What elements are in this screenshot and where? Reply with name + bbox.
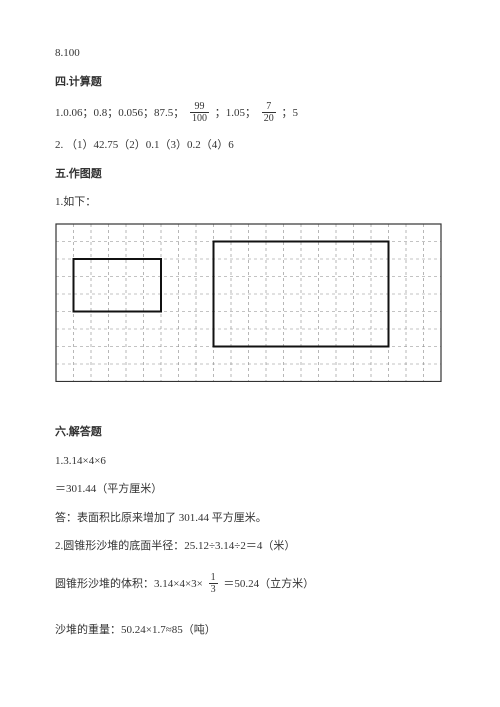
s4-line2: 2. （1）42.75（2）0.1（3）0.2（4）6 [55, 137, 450, 154]
s4-line1-a: 1.0.06；0.8；0.056；87.5； [55, 107, 184, 119]
top-number: 8.100 [55, 45, 450, 62]
frac-num: 1 [209, 572, 218, 584]
spacer [55, 608, 450, 622]
frac-den: 100 [190, 113, 209, 124]
frac-den: 3 [209, 584, 218, 595]
fraction-99-100: 99 100 [190, 101, 209, 124]
spacer [55, 404, 450, 418]
s4-line1-b: ；1.05； [215, 107, 256, 119]
page-root: 8.100 四.计算题 1.0.06；0.8；0.056；87.5； 99 10… [0, 0, 500, 680]
section-5-title: 五.作图题 [55, 166, 450, 183]
section-6-title: 六.解答题 [55, 424, 450, 441]
grid-svg [55, 223, 442, 383]
s5-line1: 1.如下： [55, 194, 450, 211]
frac-num: 7 [262, 101, 276, 113]
drawing-grid [55, 223, 450, 383]
section-4-title: 四.计算题 [55, 74, 450, 91]
frac-num: 99 [190, 101, 209, 113]
s6-q1-line2: ＝301.44（平方厘米） [55, 481, 450, 498]
s6-q2-vol-b: ＝50.24（立方米） [223, 578, 314, 590]
s6-q2-vol-a: 圆锥形沙堆的体积：3.14×4×3× [55, 578, 203, 590]
s6-q1-line1: 1.3.14×4×6 [55, 453, 450, 470]
s4-line1-c: ；5 [282, 107, 299, 119]
fraction-7-20: 7 20 [262, 101, 276, 124]
s6-q2-line1: 2.圆锥形沙堆的底面半径：25.12÷3.14÷2＝4（米） [55, 538, 450, 555]
frac-den: 20 [262, 113, 276, 124]
s6-q1-answer: 答：表面积比原来增加了 301.44 平方厘米。 [55, 510, 450, 527]
s6-q2-weight: 沙堆的重量：50.24×1.7≈85（吨） [55, 622, 450, 639]
fraction-1-3: 1 3 [209, 572, 218, 595]
s4-line1: 1.0.06；0.8；0.056；87.5； 99 100 ；1.05； 7 2… [55, 102, 450, 125]
s6-q2-volume: 圆锥形沙堆的体积：3.14×4×3× 1 3 ＝50.24（立方米） [55, 573, 450, 596]
